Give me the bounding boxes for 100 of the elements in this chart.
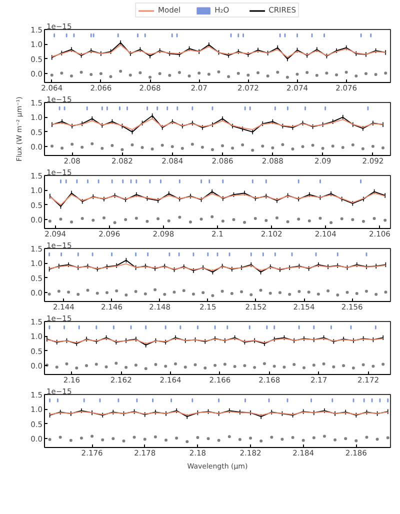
point [330, 221, 333, 224]
point [198, 72, 201, 75]
point [90, 142, 94, 146]
point [308, 219, 311, 222]
point [384, 218, 387, 222]
point [261, 144, 264, 148]
point [207, 72, 210, 76]
point [60, 146, 64, 150]
point [60, 72, 64, 75]
point [168, 74, 172, 77]
point [241, 143, 244, 146]
point [231, 146, 234, 150]
point [264, 219, 268, 222]
point [221, 220, 224, 223]
point [296, 72, 299, 76]
point [306, 70, 309, 74]
point [188, 74, 191, 78]
point [331, 144, 334, 148]
point [59, 218, 62, 221]
point [217, 70, 220, 74]
point [167, 219, 170, 222]
point [315, 74, 318, 77]
point [286, 220, 290, 224]
point [364, 72, 368, 76]
point [243, 220, 246, 224]
point [130, 143, 134, 146]
line-series [52, 118, 384, 130]
point [70, 74, 73, 78]
point [251, 148, 254, 152]
point [120, 148, 124, 152]
point [200, 146, 204, 149]
point [119, 70, 122, 73]
point [362, 220, 365, 223]
point [156, 217, 160, 220]
point [232, 218, 236, 222]
point [340, 217, 344, 220]
point [80, 146, 84, 149]
point [158, 72, 162, 76]
point [354, 74, 358, 78]
point [70, 220, 74, 224]
point [227, 75, 230, 78]
point [254, 216, 257, 220]
point [351, 143, 354, 146]
point [170, 145, 174, 148]
point [266, 74, 270, 78]
point [92, 218, 95, 222]
point [351, 218, 354, 222]
point [110, 144, 114, 147]
point [275, 216, 278, 220]
point [99, 72, 102, 76]
point [286, 76, 289, 79]
point [178, 70, 181, 74]
line-series [48, 263, 386, 272]
point [180, 146, 184, 150]
point [100, 146, 104, 150]
point [381, 146, 384, 150]
point [128, 74, 132, 77]
point [160, 144, 164, 147]
point [138, 71, 142, 74]
point [361, 147, 364, 150]
point [311, 144, 314, 147]
point [140, 146, 144, 150]
point [109, 75, 112, 78]
point [124, 218, 128, 222]
point [236, 72, 240, 75]
point [210, 215, 214, 218]
point [246, 74, 250, 77]
point [146, 220, 149, 223]
point [148, 76, 152, 79]
point [48, 220, 52, 223]
point [291, 148, 294, 151]
point [344, 70, 348, 74]
point [341, 146, 344, 150]
point [325, 72, 328, 75]
point [318, 216, 322, 220]
point [321, 146, 324, 150]
point [80, 70, 83, 74]
point [372, 216, 376, 220]
point [200, 218, 203, 221]
point [113, 221, 116, 224]
point [256, 71, 260, 74]
point [70, 142, 74, 146]
point [281, 143, 284, 146]
point [90, 73, 93, 76]
point [210, 148, 214, 152]
point [335, 73, 338, 76]
point [271, 146, 274, 150]
point [50, 144, 54, 148]
point [178, 216, 182, 219]
point [190, 142, 194, 146]
point [276, 70, 280, 74]
point [371, 144, 374, 148]
point [102, 216, 106, 220]
point [188, 220, 192, 224]
point [297, 218, 300, 221]
point [374, 73, 378, 76]
point [384, 72, 388, 75]
point [134, 216, 138, 220]
point [301, 145, 304, 148]
point [80, 216, 84, 220]
